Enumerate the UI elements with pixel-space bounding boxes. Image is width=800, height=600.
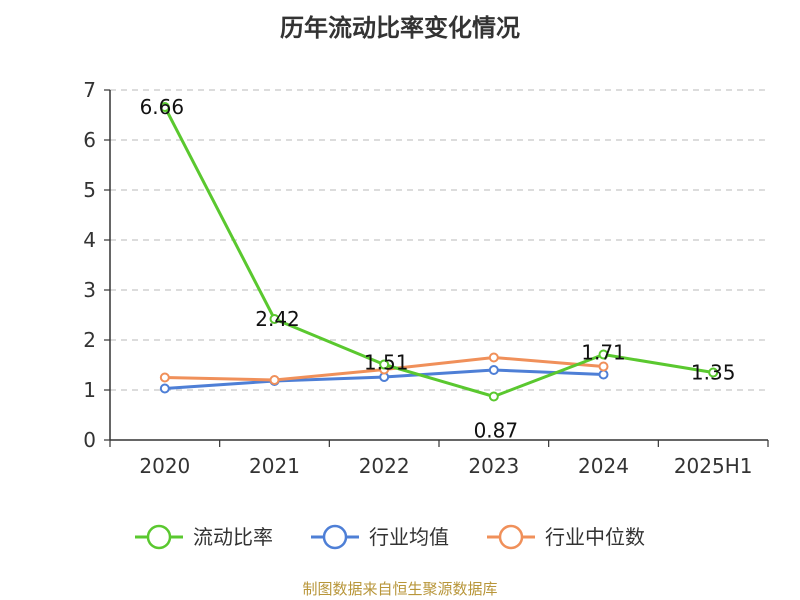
data-label: 0.87	[474, 419, 519, 443]
y-tick-label: 5	[83, 178, 96, 202]
y-tick-label: 2	[83, 328, 96, 352]
data-point	[598, 369, 609, 380]
data-point	[379, 359, 390, 370]
data-point	[598, 349, 609, 360]
legend-swatch-marker	[322, 524, 348, 550]
legend-label: 行业均值	[369, 525, 449, 549]
x-tick-label: 2020	[139, 454, 190, 478]
data-point	[269, 375, 280, 385]
data-point	[598, 361, 609, 372]
label-layer: 6.66 2.42 1.51 0.87 1.71 1.35	[140, 95, 736, 443]
chart-title: 历年流动比率变化情况	[280, 14, 520, 42]
data-point	[488, 391, 499, 402]
legend-item: 行业中位数	[487, 524, 645, 550]
data-point	[159, 383, 170, 394]
y-tick-label: 3	[83, 278, 96, 302]
data-point	[488, 352, 499, 363]
legend-swatch-marker	[146, 524, 172, 550]
grid-layer	[110, 89, 768, 391]
data-label: 1.71	[581, 341, 626, 365]
series-layer	[159, 102, 719, 402]
legend-label: 流动比率	[193, 525, 273, 549]
data-point	[488, 365, 499, 375]
legend: 流动比率 行业均值 行业中位数	[135, 524, 645, 550]
series-line	[163, 106, 714, 398]
data-point	[159, 372, 170, 383]
y-tick-label: 4	[83, 228, 96, 252]
x-tick-label: 2021	[249, 454, 300, 478]
y-tick-label: 6	[83, 128, 96, 152]
y-tick-label: 1	[83, 378, 96, 402]
data-label: 6.66	[140, 95, 185, 119]
data-point	[159, 102, 170, 112]
legend-label: 行业中位数	[545, 525, 645, 549]
y-tick-label: 0	[83, 428, 96, 452]
source-note: 制图数据来自恒生聚源数据库	[302, 580, 498, 598]
x-tick-label: 2023	[468, 454, 519, 478]
data-label: 2.42	[255, 307, 300, 331]
y-tick-label: 7	[83, 78, 96, 102]
x-tick-label: 2022	[359, 454, 410, 478]
x-tick-label: 2024	[578, 454, 629, 478]
axis-layer: 0 1 2 3 4 5 6 7 2020 2021 2022 2023 2024 2025H1	[83, 78, 769, 478]
x-tick-label: 2025H1	[674, 454, 753, 478]
legend-item: 行业均值	[311, 524, 449, 550]
legend-swatch-marker	[498, 524, 524, 550]
data-label: 1.35	[691, 361, 736, 385]
data-point	[269, 314, 280, 324]
legend-item: 流动比率	[135, 524, 273, 550]
data-label: 1.51	[364, 351, 409, 375]
data-point	[708, 367, 719, 378]
